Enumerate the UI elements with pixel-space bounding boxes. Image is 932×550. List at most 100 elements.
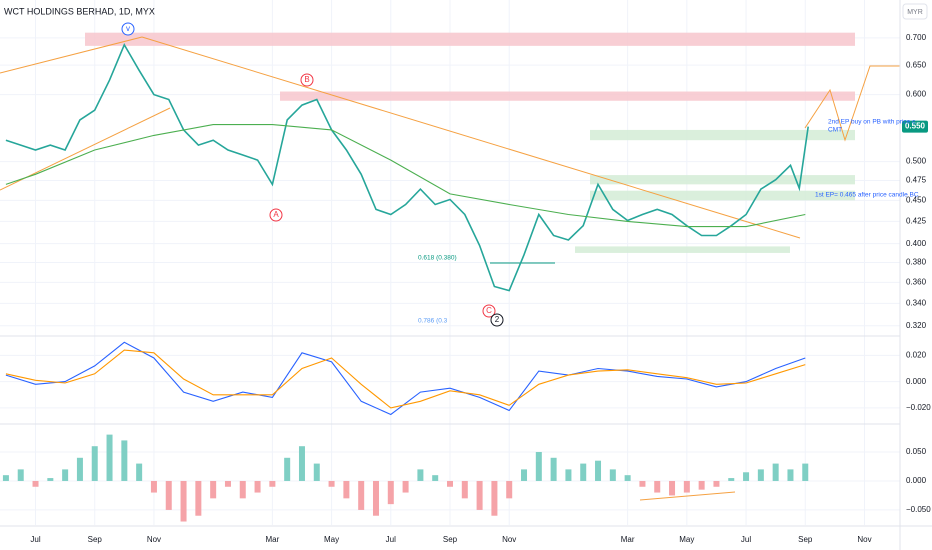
y-tick-label: 0.320 <box>906 321 927 330</box>
y-tick-label: −0.050 <box>906 505 931 514</box>
histogram-bar <box>180 480 187 522</box>
histogram-bar <box>461 480 468 499</box>
histogram-bar <box>639 480 646 487</box>
trendline <box>141 36 801 239</box>
trendline <box>0 36 143 74</box>
histogram-bar <box>17 469 24 481</box>
histogram-bar <box>757 469 764 481</box>
histogram-bar <box>491 480 498 516</box>
histogram-bar <box>728 478 735 481</box>
histogram-bar <box>136 463 143 481</box>
chart-title: WCT HOLDINGS BERHAD, 1D, MYX <box>4 6 155 16</box>
histogram-bar <box>669 480 676 496</box>
x-tick-label: Nov <box>147 535 161 544</box>
histogram-bar <box>254 480 261 493</box>
y-tick-label: 0.650 <box>906 60 927 69</box>
wave-label: 2 <box>495 315 500 324</box>
y-tick-label: 0.000 <box>906 377 927 386</box>
x-tick-label: Mar <box>621 535 635 544</box>
x-tick-label: Jul <box>386 535 396 544</box>
annotation: 1st EP= 0.465 after price candle BC <box>815 192 919 199</box>
y-tick-label: 0.475 <box>906 176 927 185</box>
histogram-bar <box>210 480 217 499</box>
histogram-bar <box>298 446 305 481</box>
histogram-bar <box>195 480 202 516</box>
marks <box>2 43 809 522</box>
zone <box>590 190 855 201</box>
y-tick-label: 0.360 <box>906 277 927 286</box>
zones <box>85 32 855 253</box>
histogram-bar <box>402 480 409 493</box>
annotation: 0.786 (0.3 <box>418 318 448 325</box>
x-tick-label: Nov <box>857 535 871 544</box>
histogram-bar <box>239 480 246 499</box>
currency-label[interactable]: MYR <box>907 9 923 16</box>
histogram-bar <box>76 457 83 481</box>
x-tick-label: Mar <box>265 535 279 544</box>
y-tick-label: 0.380 <box>906 258 927 267</box>
zone <box>590 129 855 141</box>
histogram-bar <box>284 457 291 481</box>
zone <box>575 246 790 253</box>
zone <box>590 175 855 185</box>
histogram-bar <box>802 463 809 481</box>
annotation: CMT <box>828 127 842 134</box>
histogram-bar <box>2 475 9 481</box>
price-line <box>5 43 809 292</box>
y-tick-label: 0.340 <box>906 299 927 308</box>
histogram-bar <box>121 440 128 481</box>
x-tick-label: Jul <box>30 535 40 544</box>
histogram-bar <box>313 463 320 481</box>
x-tick-label: Sep <box>88 535 103 544</box>
histogram-bar <box>343 480 350 499</box>
histogram-bar <box>595 460 602 481</box>
x-tick-label: Jul <box>741 535 751 544</box>
x-tick-label: May <box>679 535 694 544</box>
histogram-bar <box>91 446 98 481</box>
histogram-bar <box>787 469 794 481</box>
histogram-bar <box>447 480 453 487</box>
histogram-bar <box>772 463 779 481</box>
histogram-bar <box>328 480 335 487</box>
zone <box>280 91 855 101</box>
histogram-bar <box>698 480 705 490</box>
histogram-bar <box>506 480 513 499</box>
y-tick-label: 0.020 <box>906 350 927 359</box>
histogram-bar <box>417 469 424 481</box>
wave-marker <box>269 208 283 222</box>
price-line <box>5 341 806 416</box>
currency-button[interactable] <box>902 3 928 20</box>
histogram-bar <box>150 480 157 493</box>
y-tick-label: 0.000 <box>906 476 927 485</box>
x-tick-label: Sep <box>443 535 458 544</box>
histogram-bar <box>713 480 720 487</box>
wave-label: B <box>304 75 309 84</box>
histogram-bar <box>432 475 439 481</box>
y-tick-label: 0.500 <box>906 157 927 166</box>
y-tick-label: 0.050 <box>906 447 927 456</box>
projection <box>804 65 900 142</box>
wave-marker <box>482 304 496 318</box>
histogram-bar <box>609 469 616 481</box>
last-price-tag <box>902 120 928 133</box>
histogram-bar <box>165 480 172 510</box>
annotation: 0.618 (0.380) <box>418 255 457 262</box>
histogram-bar <box>683 480 690 493</box>
wave-marker <box>300 73 314 87</box>
histogram-bar <box>372 480 379 516</box>
histogram-bar <box>580 463 587 481</box>
y-tick-label: 0.700 <box>906 33 927 42</box>
wave-marker <box>490 313 504 327</box>
histogram-bar <box>535 451 542 481</box>
histogram-bar <box>269 480 276 487</box>
annotation: 2nd EP buy on PB with price c <box>828 119 916 126</box>
x-tick-label: May <box>324 535 339 544</box>
wave-marker <box>121 22 135 36</box>
wave-label: v <box>126 24 130 33</box>
histogram-bar <box>743 472 750 481</box>
histogram-bar <box>476 480 483 510</box>
histogram-bar <box>106 434 113 481</box>
y-tick-label: 0.425 <box>906 216 927 225</box>
y-tick-label: 0.450 <box>906 195 927 204</box>
